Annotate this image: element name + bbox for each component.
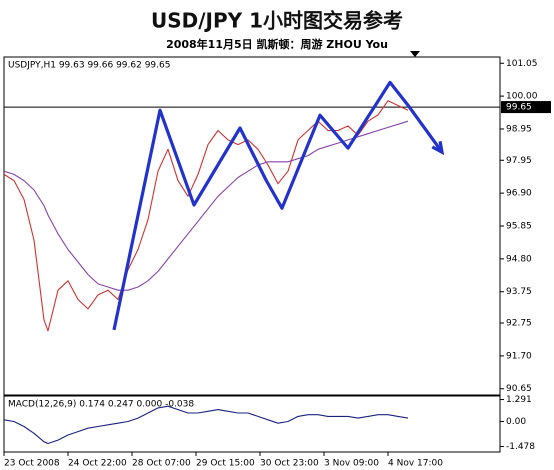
panel	[3, 395, 501, 453]
series-line	[3, 100, 409, 332]
y-tick-label: 93.75	[506, 287, 532, 297]
y-tick-label: 96.90	[506, 189, 532, 199]
x-tick-label: 28 Oct 07:00	[132, 459, 191, 469]
y-tick-label: 100.00	[506, 92, 538, 102]
x-tick-label: 23 Oct 2008	[4, 459, 60, 469]
chart-subtitle: 2008年11月5日 凯斯顿：周游 ZHOU You	[166, 37, 388, 51]
panel-header: MACD(12,26,9) 0.174 0.247 0.000 -0.038	[8, 400, 194, 410]
x-tick-label: 24 Oct 22:00	[68, 459, 127, 469]
panel-header: USDJPY,H1 99.63 99.66 99.62 99.65	[8, 61, 170, 71]
y-tick-label: 92.75	[506, 319, 532, 329]
y-tick-label: 91.70	[506, 351, 532, 361]
y-tick-label: 0.00	[506, 417, 526, 427]
series-line	[112, 80, 444, 331]
y-tick-label: 98.95	[506, 124, 532, 134]
x-tick-label: 30 Oct 23:00	[260, 459, 319, 469]
arrow-head	[431, 141, 445, 156]
y-tick-label: -1.478	[506, 442, 535, 452]
y-tick-label: 90.65	[506, 384, 532, 394]
y-tick-label: 1.291	[506, 395, 532, 405]
y-tick-label: 95.85	[506, 222, 532, 232]
y-tick-label: 97.95	[506, 156, 532, 166]
y-tick-label: 94.80	[506, 254, 532, 264]
x-tick-label: 3 Nov 09:00	[324, 459, 379, 469]
x-tick-label: 4 Nov 17:00	[388, 459, 443, 469]
price-label: 99.65	[506, 103, 532, 113]
x-tick-label: 29 Oct 15:00	[196, 459, 255, 469]
top-marker	[410, 51, 420, 57]
series-line	[3, 120, 409, 291]
series-line	[3, 405, 409, 445]
chart-title: USD/JPY 1小时图交易参考	[151, 9, 403, 33]
y-tick-label: 101.05	[506, 59, 538, 69]
panel	[3, 56, 501, 396]
price-label-bg	[501, 101, 551, 114]
